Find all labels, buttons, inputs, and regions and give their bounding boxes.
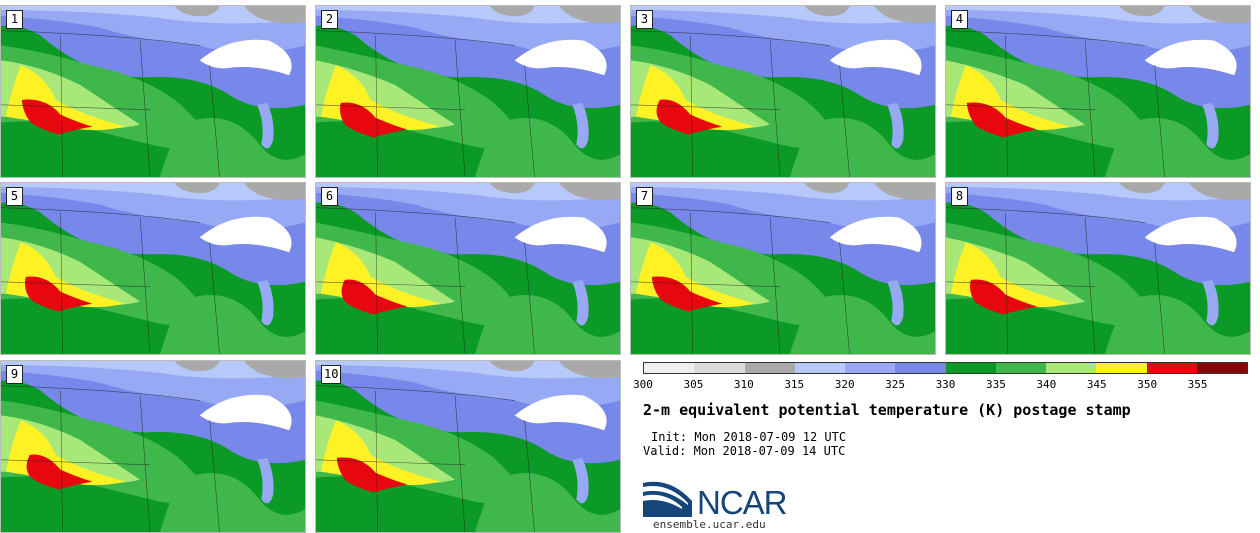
member-number-label: 8 bbox=[951, 187, 968, 206]
colorbar-bin-0 bbox=[644, 363, 695, 373]
colorbar-bin-7 bbox=[995, 363, 1046, 373]
colorbar-tick-label: 305 bbox=[683, 378, 704, 391]
member-number-label: 9 bbox=[6, 365, 23, 384]
colorbar-tick-label: 340 bbox=[1036, 378, 1057, 391]
colorbar-bin-4 bbox=[845, 363, 896, 373]
ensemble-member-map: 5 bbox=[0, 182, 306, 355]
member-number-label: 1 bbox=[6, 10, 23, 29]
member-number-label: 6 bbox=[321, 187, 338, 206]
colorbar-tick-label: 345 bbox=[1086, 378, 1107, 391]
plot-title: 2-m equivalent potential temperature (K)… bbox=[643, 401, 1131, 419]
member-number-label: 5 bbox=[6, 187, 23, 206]
ensemble-member-map: 4 bbox=[945, 5, 1251, 178]
ncar-logo-icon bbox=[643, 481, 692, 517]
init-time: Init: Mon 2018-07-09 12 UTC bbox=[651, 430, 847, 444]
member-number-label: 4 bbox=[951, 10, 968, 29]
ensemble-member-map: 9 bbox=[0, 360, 306, 533]
member-number-label: 7 bbox=[636, 187, 653, 206]
colorbar-tick-label: 320 bbox=[834, 378, 855, 391]
member-number-label: 10 bbox=[321, 365, 342, 384]
ensemble-member-map: 8 bbox=[945, 182, 1251, 355]
colorbar-tick-label: 335 bbox=[985, 378, 1006, 391]
ensemble-member-map: 7 bbox=[630, 182, 936, 355]
colorbar-bin-11 bbox=[1196, 363, 1247, 373]
colorbar-tick-label: 325 bbox=[885, 378, 906, 391]
colorbar-bin-8 bbox=[1046, 363, 1097, 373]
colorbar-tick-label: 330 bbox=[935, 378, 956, 391]
colorbar-bin-10 bbox=[1146, 363, 1197, 373]
ensemble-member-map: 2 bbox=[315, 5, 621, 178]
site-url: ensemble.ucar.edu bbox=[653, 518, 766, 531]
member-number-label: 2 bbox=[321, 10, 338, 29]
colorbar-tick-label: 315 bbox=[784, 378, 805, 391]
colorbar-tick-label: 310 bbox=[733, 378, 754, 391]
member-number-label: 3 bbox=[636, 10, 653, 29]
ensemble-member-map: 6 bbox=[315, 182, 621, 355]
colorbar-bin-2 bbox=[744, 363, 795, 373]
colorbar-tick-label: 350 bbox=[1137, 378, 1158, 391]
colorbar-ticks: 300 305 310 315 320 325 330 335 340 345 350 355 bbox=[633, 378, 1248, 392]
colorbar-bin-5 bbox=[895, 363, 946, 373]
colorbar-tick-label: 355 bbox=[1187, 378, 1208, 391]
ensemble-member-map: 10 bbox=[315, 360, 621, 533]
colorbar-bin-3 bbox=[794, 363, 845, 373]
colorbar-bin-9 bbox=[1096, 363, 1147, 373]
colorbar-bin-1 bbox=[694, 363, 745, 373]
ensemble-member-map: 3 bbox=[630, 5, 936, 178]
colorbar-tick-label: 300 bbox=[633, 378, 653, 391]
colorbar bbox=[643, 362, 1248, 374]
valid-time: Valid: Mon 2018-07-09 14 UTC bbox=[643, 444, 846, 458]
ensemble-member-map: 1 bbox=[0, 5, 306, 178]
logo-text: NCAR bbox=[697, 484, 788, 521]
colorbar-bin-6 bbox=[945, 363, 996, 373]
